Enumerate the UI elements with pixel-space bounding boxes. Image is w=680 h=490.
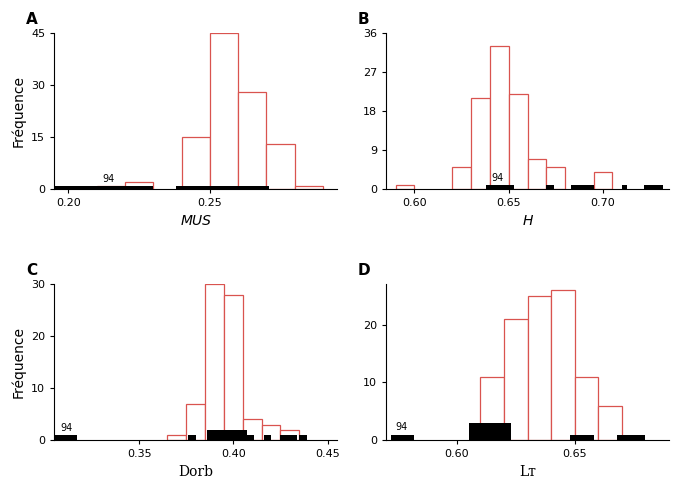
Bar <box>481 377 504 441</box>
Bar <box>224 430 247 441</box>
Bar <box>224 294 243 441</box>
Text: D: D <box>358 263 371 278</box>
Bar <box>645 185 663 189</box>
Bar <box>176 186 267 189</box>
Bar <box>54 186 153 189</box>
Bar <box>598 406 622 441</box>
Bar <box>264 435 271 441</box>
Bar <box>504 319 528 441</box>
Bar <box>294 186 323 189</box>
Bar <box>260 186 269 189</box>
Y-axis label: Fréquence: Fréquence <box>11 326 26 398</box>
Bar <box>247 435 254 441</box>
Bar <box>97 186 125 189</box>
Text: C: C <box>26 263 37 278</box>
Bar <box>528 159 547 189</box>
Bar <box>490 46 509 189</box>
Bar <box>622 185 628 189</box>
Text: 94: 94 <box>492 172 504 183</box>
Bar <box>471 98 490 189</box>
Text: B: B <box>358 12 369 27</box>
Bar <box>125 182 153 189</box>
Bar <box>452 168 471 189</box>
Bar <box>280 430 299 441</box>
Bar <box>594 172 613 189</box>
Bar <box>243 419 262 441</box>
Bar <box>182 137 210 189</box>
Bar <box>210 33 238 189</box>
Bar <box>570 435 594 441</box>
Bar <box>509 94 528 189</box>
Bar <box>54 435 77 441</box>
Bar <box>188 435 196 441</box>
Bar <box>571 185 594 189</box>
Bar <box>575 377 598 441</box>
Bar <box>167 435 186 441</box>
Bar <box>262 425 280 441</box>
X-axis label: MUS: MUS <box>180 214 211 228</box>
Bar <box>547 168 565 189</box>
Bar <box>280 435 297 441</box>
Text: 94: 94 <box>103 174 115 184</box>
Bar <box>299 435 307 441</box>
Bar <box>551 290 575 441</box>
Bar <box>617 435 645 441</box>
Bar <box>547 185 554 189</box>
Bar <box>267 144 294 189</box>
Text: 94: 94 <box>60 422 72 433</box>
Bar <box>238 92 267 189</box>
Text: 94: 94 <box>396 421 408 432</box>
X-axis label: Dᴏrb: Dᴏrb <box>178 465 213 479</box>
Bar <box>207 430 241 441</box>
Y-axis label: Fréquence: Fréquence <box>11 75 26 147</box>
Bar <box>396 185 415 189</box>
Bar <box>486 185 514 189</box>
Bar <box>469 423 511 441</box>
Bar <box>391 435 415 441</box>
Text: A: A <box>26 12 38 27</box>
Bar <box>205 284 224 441</box>
X-axis label: Lᴛ: Lᴛ <box>519 465 536 479</box>
Bar <box>186 404 205 441</box>
X-axis label: H: H <box>522 214 532 228</box>
Bar <box>528 296 551 441</box>
